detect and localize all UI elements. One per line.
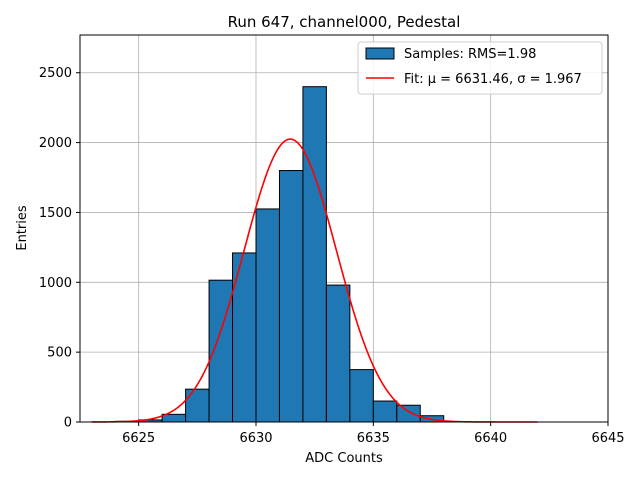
histogram-bars: [114, 86, 445, 423]
y-axis-ticks: 0 500 1000 1500 2000 2500: [39, 66, 80, 431]
y-axis-label: Entries: [15, 205, 30, 251]
histogram-bar: [185, 388, 210, 423]
legend-label-fit: Fit: μ = 6631.46, σ = 1.967: [404, 72, 582, 87]
histogram-bar: [372, 400, 398, 423]
histogram-bar: [349, 369, 374, 423]
x-tick-label: 6645: [591, 431, 624, 446]
x-tick-label: 6635: [357, 431, 390, 446]
histogram-bar: [208, 279, 234, 423]
x-tick-label: 6640: [474, 431, 507, 446]
legend: Samples: RMS=1.98 Fit: μ = 6631.46, σ = …: [357, 41, 603, 95]
chart-title: Run 647, channel000, Pedestal: [228, 13, 461, 31]
histogram-bar: [278, 170, 304, 423]
histogram-bar: [325, 284, 351, 423]
x-axis-ticks: 6625 6630 6635 6640 6645: [122, 422, 625, 446]
legend-box: [357, 41, 603, 95]
y-tick-label: 1500: [39, 206, 72, 221]
y-tick-label: 0: [64, 416, 72, 431]
x-tick-label: 6625: [122, 431, 155, 446]
x-tick-label: 6630: [239, 431, 272, 446]
legend-label-samples: Samples: RMS=1.98: [404, 47, 536, 62]
histogram-bar: [396, 404, 421, 423]
y-tick-label: 2000: [39, 136, 72, 151]
x-axis-label: ADC Counts: [305, 451, 383, 466]
legend-swatch-samples: [365, 47, 395, 60]
histogram-bar: [161, 413, 187, 423]
histogram-bar: [302, 86, 327, 423]
y-tick-label: 2500: [39, 66, 72, 81]
y-tick-label: 500: [47, 346, 72, 361]
plot-frame: [79, 34, 609, 423]
y-tick-label: 1000: [39, 276, 72, 291]
histogram-bar: [255, 208, 280, 423]
